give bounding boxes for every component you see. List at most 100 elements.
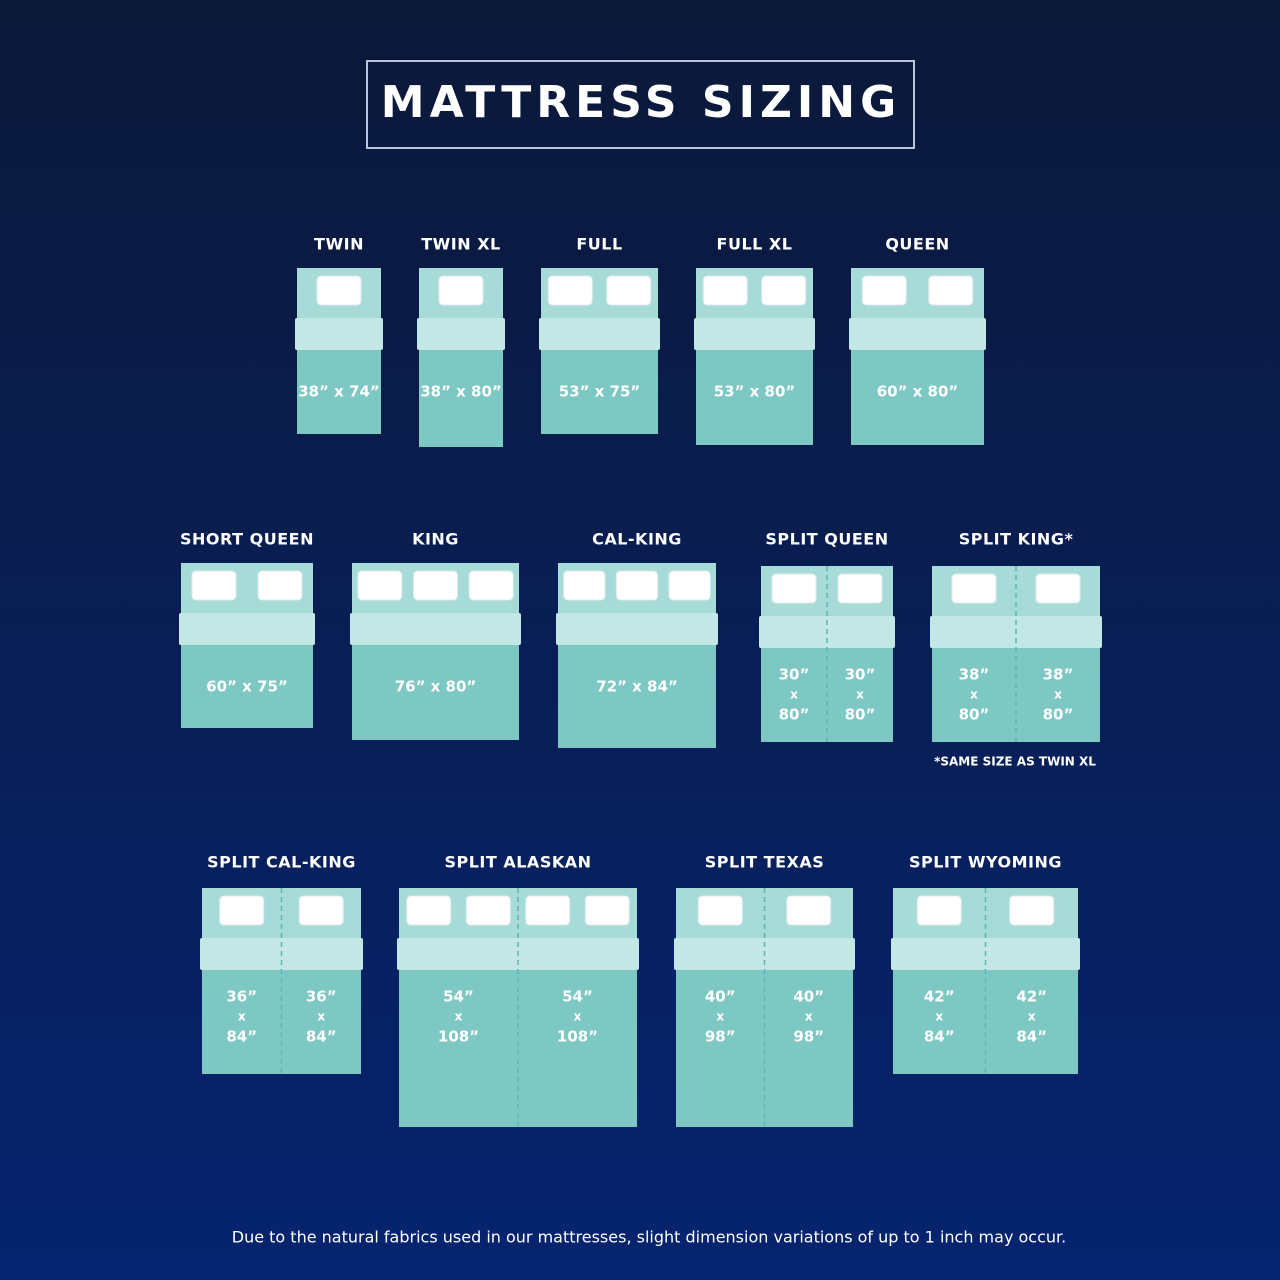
bed-name: FULL XL: [717, 235, 793, 254]
pillow: [547, 275, 593, 306]
pillow: [191, 570, 237, 601]
bed-size: 60” x 75”: [206, 678, 288, 696]
mattress-body: [541, 350, 658, 434]
mattress-body: [202, 970, 361, 1074]
pillow: [951, 573, 997, 604]
half-size: x: [970, 688, 978, 702]
mattress-body: [352, 645, 519, 740]
pillow: [861, 275, 907, 306]
bed-size: 38” x 74”: [298, 383, 380, 401]
title-frame: [366, 60, 915, 149]
half-size: 40”: [705, 988, 736, 1006]
half-size: 42”: [924, 988, 955, 1006]
bed-name: SPLIT QUEEN: [765, 530, 888, 549]
half-size: 84”: [924, 1028, 955, 1046]
pillow: [563, 570, 606, 601]
half-size: 80”: [1043, 706, 1074, 724]
bed-name: SPLIT WYOMING: [909, 853, 1062, 872]
mattress-body: [558, 645, 716, 748]
half-size: 36”: [226, 988, 257, 1006]
half-size: x: [805, 1010, 813, 1024]
half-size: x: [317, 1010, 325, 1024]
half-size: 108”: [557, 1028, 598, 1046]
blanket-fold: [694, 318, 815, 350]
bed-name: QUEEN: [885, 235, 949, 254]
bed-name: SPLIT CAL-KING: [207, 853, 356, 872]
pillow: [406, 895, 452, 926]
pillow: [668, 570, 711, 601]
half-size: x: [790, 688, 798, 702]
blanket-fold: [556, 613, 718, 645]
half-size: x: [1028, 1010, 1036, 1024]
mattress-body: [696, 350, 813, 445]
pillow: [606, 275, 652, 306]
pillow: [702, 275, 748, 306]
half-size: 30”: [779, 666, 810, 684]
half-size: 36”: [306, 988, 337, 1006]
pillow: [761, 275, 807, 306]
half-size: x: [574, 1010, 582, 1024]
mattress-body: [893, 970, 1078, 1074]
mattress-body: [851, 350, 984, 445]
half-size: 80”: [779, 706, 810, 724]
pillow: [1009, 895, 1055, 926]
pillow: [615, 570, 659, 601]
pillow: [298, 895, 344, 926]
bed-size: 53” x 75”: [559, 383, 641, 401]
blanket-fold: [295, 318, 383, 350]
half-size: 30”: [845, 666, 876, 684]
bed-size: 38” x 80”: [420, 383, 502, 401]
half-size: x: [455, 1010, 463, 1024]
blanket-fold: [179, 613, 315, 645]
pillow: [438, 275, 484, 306]
blanket-fold: [539, 318, 660, 350]
mattress-body: [399, 970, 637, 1127]
pillow: [916, 895, 962, 926]
pillow: [786, 895, 832, 926]
pillow: [1035, 573, 1081, 604]
mattress-body: [676, 970, 853, 1127]
pillow: [357, 570, 403, 601]
pillow: [928, 275, 974, 306]
pillow: [837, 573, 883, 604]
mattress-body: [419, 350, 503, 447]
half-size: 98”: [705, 1028, 736, 1046]
bed-name: SHORT QUEEN: [180, 530, 314, 549]
bed-name: KING: [412, 530, 459, 549]
mattress-body: [297, 350, 381, 434]
half-size: 80”: [959, 706, 990, 724]
mattress-body: [181, 645, 313, 728]
note: *SAME SIZE AS TWIN XL: [934, 755, 1096, 769]
blanket-fold: [350, 613, 521, 645]
bed-name: SPLIT ALASKAN: [444, 853, 591, 872]
half-size: 108”: [438, 1028, 479, 1046]
pillow: [771, 573, 817, 604]
half-size: x: [716, 1010, 724, 1024]
half-size: x: [238, 1010, 246, 1024]
footer: Due to the natural fabrics used in our m…: [232, 1228, 1066, 1247]
half-size: 84”: [226, 1028, 257, 1046]
half-size: x: [1054, 688, 1062, 702]
half-size: x: [935, 1010, 943, 1024]
bed-size: 72” x 84”: [596, 678, 678, 696]
half-size: 38”: [959, 666, 990, 684]
half-size: x: [856, 688, 864, 702]
bed-name: TWIN XL: [421, 235, 501, 254]
half-size: 40”: [793, 988, 824, 1006]
pillow: [465, 895, 511, 926]
pillow: [525, 895, 571, 926]
half-size: 80”: [845, 706, 876, 724]
half-size: 54”: [443, 988, 474, 1006]
pillow: [413, 570, 458, 601]
bed-size: 60” x 80”: [877, 383, 959, 401]
bed-name: FULL: [576, 235, 622, 254]
blanket-fold: [849, 318, 986, 350]
bed-size: 53” x 80”: [714, 383, 796, 401]
pillow: [257, 570, 303, 601]
half-size: 54”: [562, 988, 593, 1006]
bed-size: 76” x 80”: [395, 678, 477, 696]
half-size: 84”: [1016, 1028, 1047, 1046]
blanket-fold: [417, 318, 505, 350]
half-size: 98”: [793, 1028, 824, 1046]
